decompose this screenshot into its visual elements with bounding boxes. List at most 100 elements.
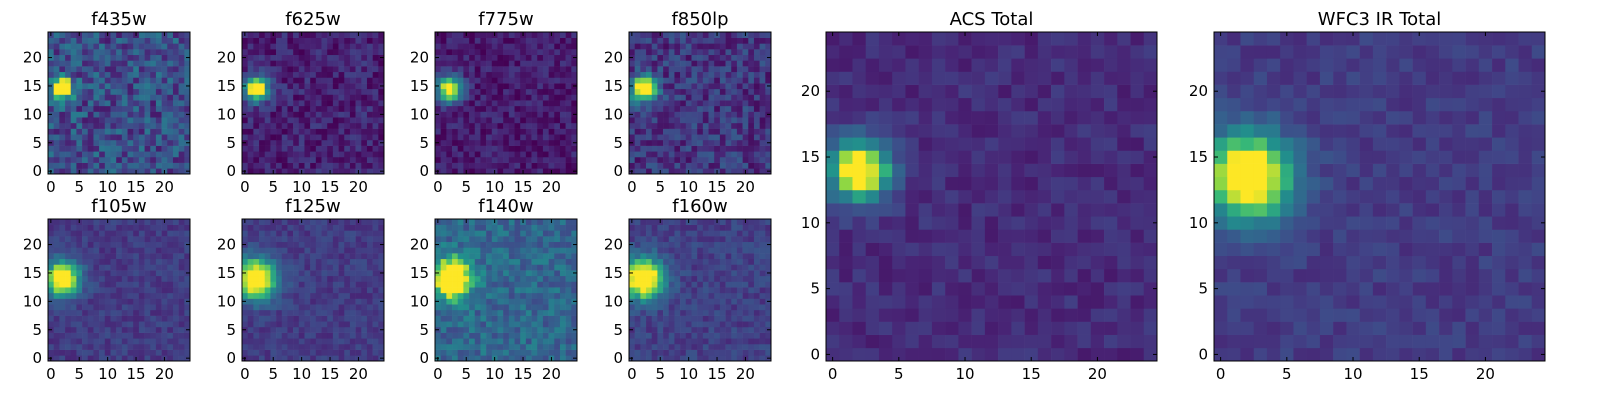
heatmap-cell (76, 309, 83, 316)
heatmap-cell (93, 270, 100, 277)
heatmap-cell (76, 88, 83, 95)
heatmap-cell (344, 111, 351, 118)
heatmap-cell (87, 32, 94, 38)
heatmap-cell (542, 111, 549, 118)
heatmap-cell (121, 117, 128, 124)
heatmap-cell (634, 287, 641, 294)
heatmap-cell (697, 332, 704, 339)
heatmap-cell (537, 77, 544, 84)
heatmap-cell (144, 270, 151, 277)
heatmap-cell (259, 117, 266, 124)
y-tick-label: 15 (23, 264, 42, 282)
heatmap-cell (748, 309, 755, 316)
heatmap-cell (565, 71, 572, 78)
heatmap-cell (640, 287, 647, 294)
heatmap-cell (70, 139, 77, 146)
heatmap-cell (565, 94, 572, 101)
heatmap-cell (121, 304, 128, 311)
heatmap-cell (474, 326, 481, 333)
heatmap-cell (276, 304, 283, 311)
heatmap-cell (554, 49, 561, 56)
heatmap-cell (361, 60, 368, 67)
heatmap-cell (155, 94, 162, 101)
heatmap-cell (247, 105, 254, 112)
x-tick-label: 0 (240, 178, 250, 196)
heatmap-cell (708, 111, 715, 118)
heatmap-cell (531, 151, 538, 158)
heatmap-cell (253, 94, 260, 101)
heatmap-cell (270, 309, 277, 316)
heatmap-cell (565, 100, 572, 107)
heatmap-cell (298, 253, 305, 260)
heatmap-cell (76, 253, 83, 260)
heatmap-cell (161, 49, 168, 56)
heatmap-cell (640, 151, 647, 158)
heatmap-cell (503, 281, 510, 288)
heatmap-cell (651, 54, 658, 61)
heatmap-cell (99, 83, 106, 90)
heatmap-cell (281, 241, 288, 248)
heatmap-cell (366, 49, 373, 56)
heatmap-cell (736, 43, 743, 50)
heatmap-cell (765, 349, 772, 356)
heatmap-cell (99, 338, 106, 345)
heatmap-cell (155, 258, 162, 265)
heatmap-cell (287, 355, 294, 362)
heatmap-cell (548, 117, 555, 124)
heatmap-cell (651, 326, 658, 333)
heatmap-cell (315, 309, 322, 316)
heatmap-cell (514, 281, 521, 288)
heatmap-cell (259, 88, 266, 95)
heatmap-cell (150, 43, 157, 50)
heatmap-cell (82, 162, 89, 169)
heatmap-cell (435, 287, 441, 294)
heatmap-cell (327, 326, 334, 333)
heatmap-cell (281, 309, 288, 316)
heatmap-cell (304, 338, 311, 345)
heatmap-cell (270, 71, 277, 78)
y-tick-label: 0 (226, 162, 236, 180)
heatmap-cell (748, 117, 755, 124)
heatmap-cell (247, 83, 254, 90)
heatmap-cell (559, 332, 566, 339)
heatmap-cell (59, 145, 66, 152)
heatmap-cell (138, 332, 145, 339)
heatmap-cell (680, 94, 687, 101)
heatmap-cell (702, 275, 709, 282)
heatmap-cell (366, 281, 373, 288)
heatmap-cell (133, 264, 140, 271)
heatmap-cell (514, 32, 521, 38)
heatmap-cell (446, 139, 453, 146)
heatmap-cell (702, 162, 709, 169)
heatmap-cell (691, 105, 698, 112)
heatmap-cell (674, 134, 681, 141)
heatmap-cell (65, 105, 72, 112)
heatmap-cell (270, 230, 277, 237)
heatmap-cell (121, 355, 128, 362)
heatmap-cell (457, 264, 464, 271)
heatmap-cell (651, 270, 658, 277)
heatmap-cell (144, 77, 151, 84)
heatmap-cell (491, 117, 498, 124)
heatmap-cell (338, 162, 345, 169)
heatmap-cell (548, 309, 555, 316)
heatmap-cell (116, 275, 123, 282)
heatmap-cell (497, 66, 504, 73)
heatmap-cell (167, 66, 174, 73)
heatmap-cell (264, 332, 271, 339)
heatmap-cell (281, 94, 288, 101)
heatmap-cell (554, 258, 561, 265)
heatmap-cell (76, 230, 83, 237)
heatmap-cell (565, 43, 572, 50)
heatmap-cell (531, 77, 538, 84)
heatmap-cell (542, 122, 549, 129)
heatmap-cell (361, 224, 368, 231)
heatmap-cell (554, 151, 561, 158)
heatmap-cell (736, 66, 743, 73)
heatmap-cell (719, 32, 726, 38)
heatmap-cell (338, 355, 345, 362)
heatmap-cell (565, 37, 572, 44)
heatmap-cell (253, 145, 260, 152)
heatmap-cell (293, 298, 300, 305)
heatmap-cell (133, 49, 140, 56)
